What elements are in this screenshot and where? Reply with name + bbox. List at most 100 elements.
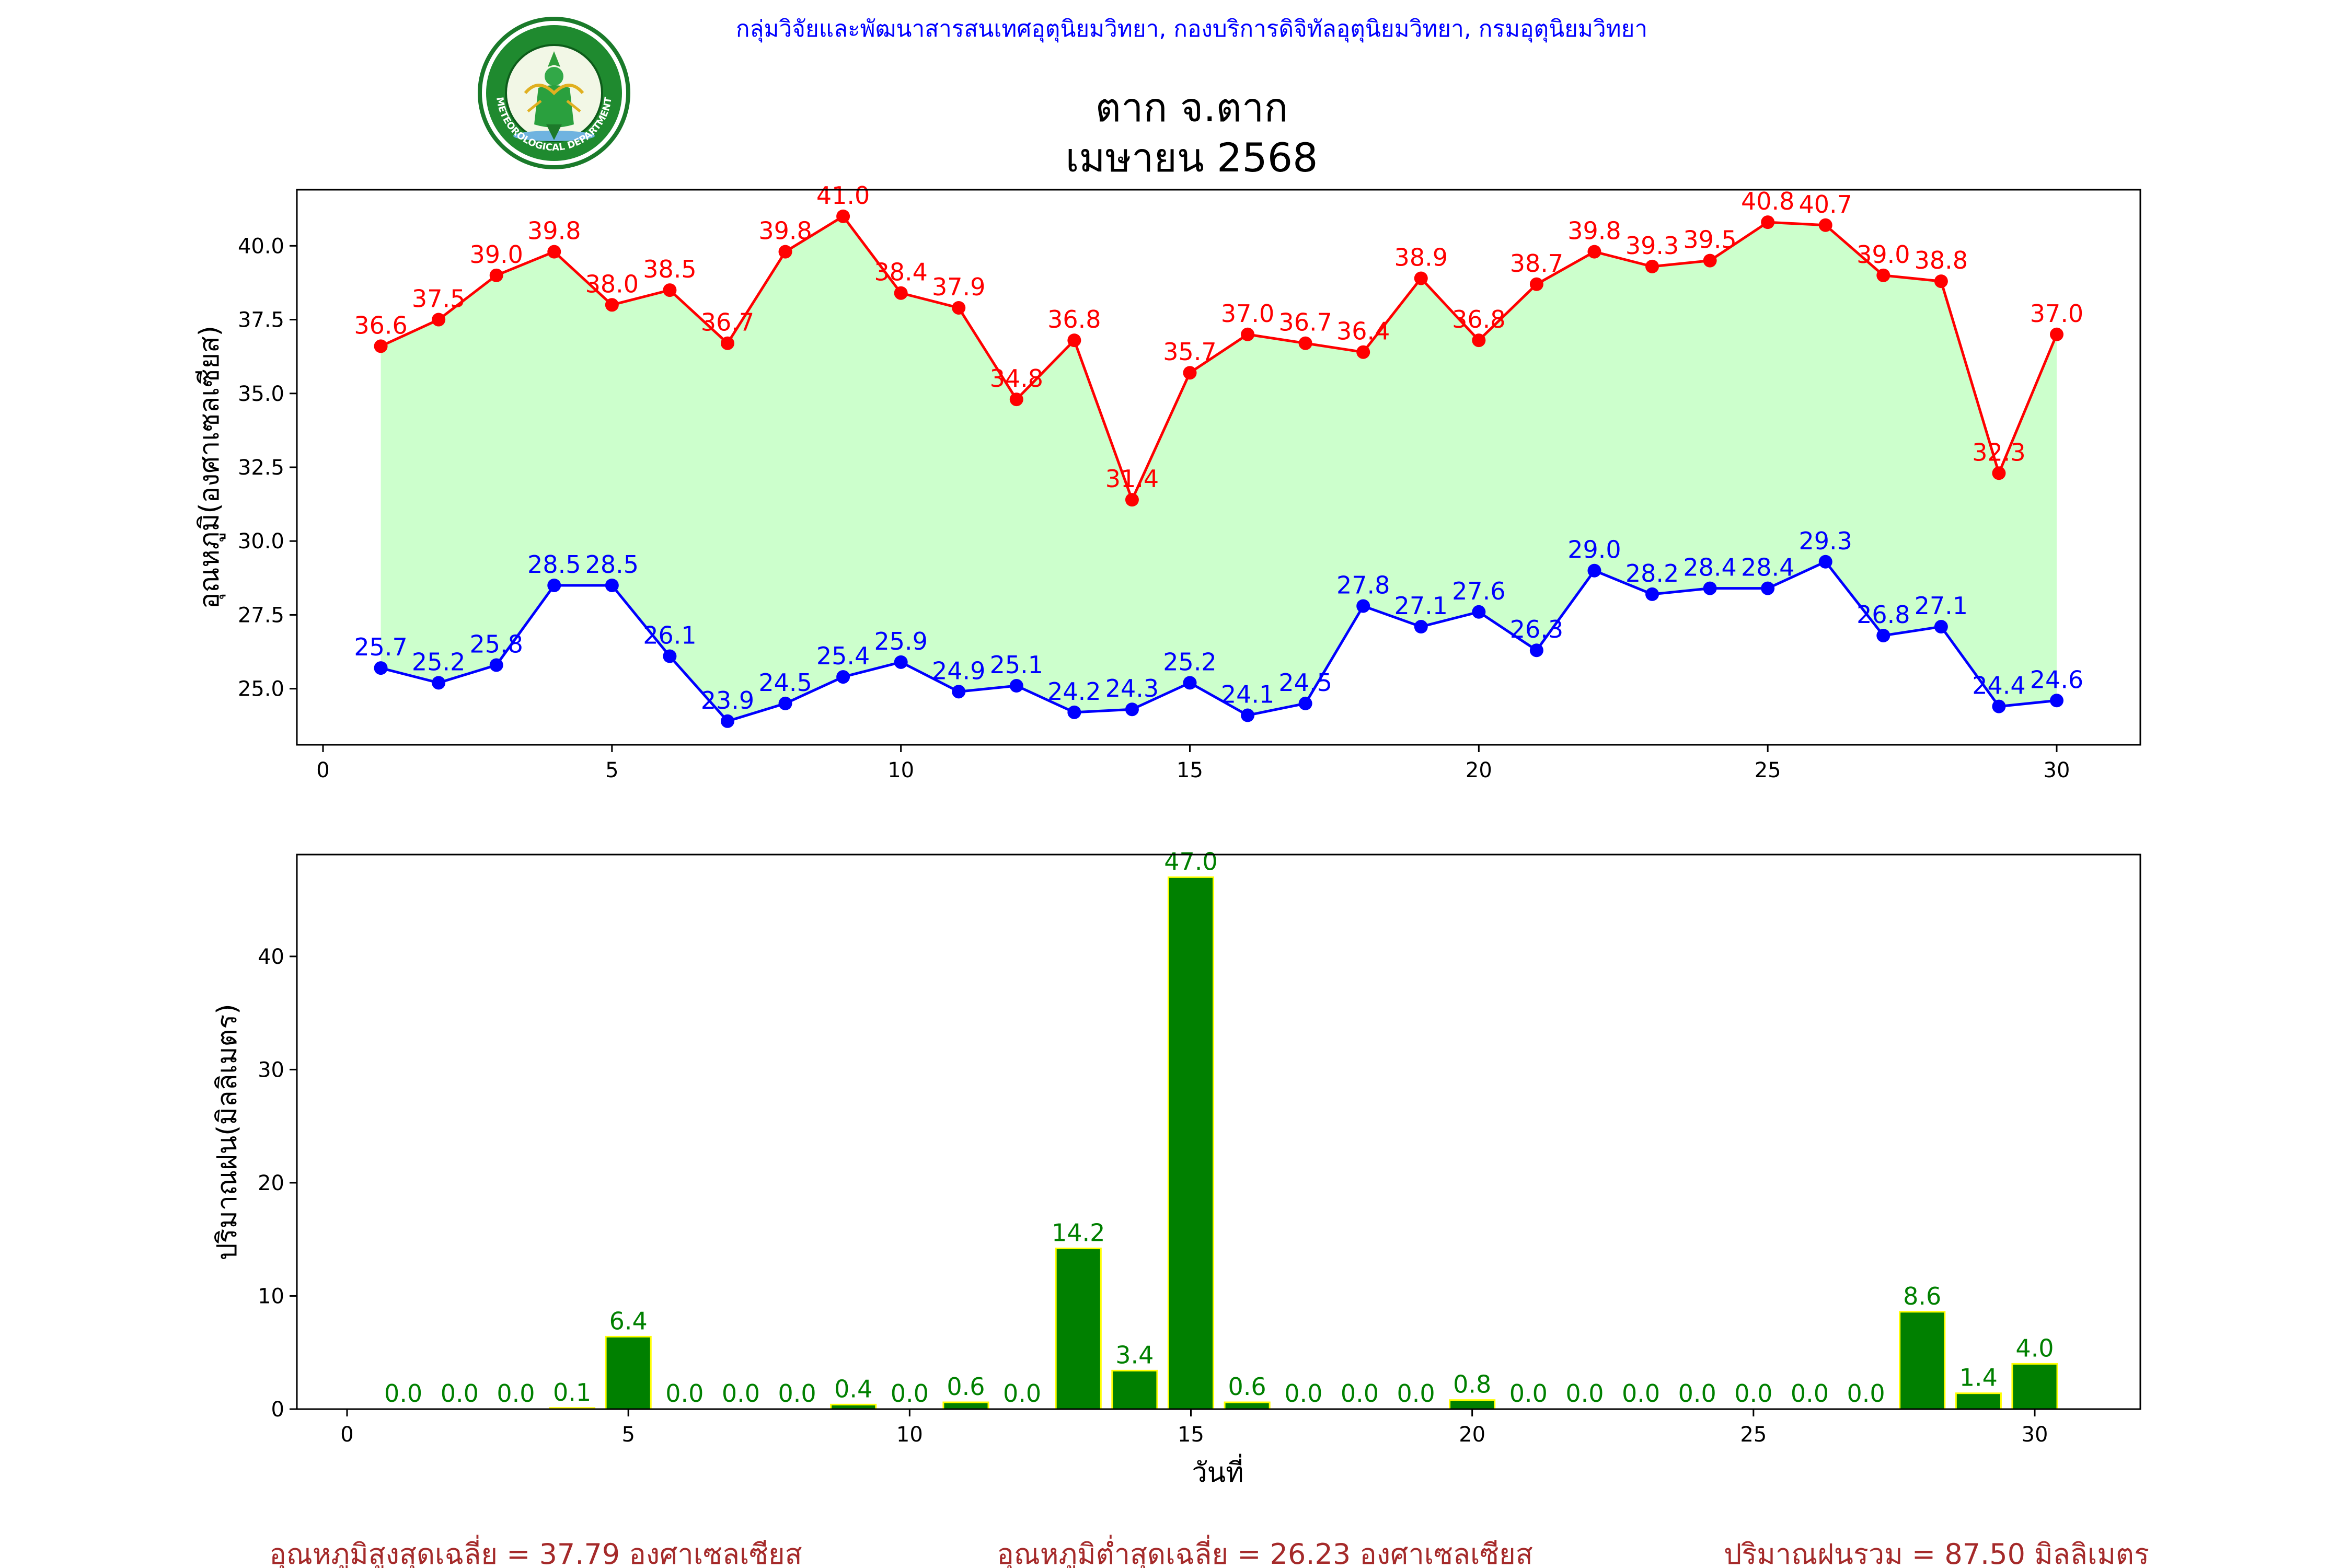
max-temperature-point [663,283,676,297]
rainfall-label: 0.0 [1565,1379,1604,1408]
rainfall-x-tick-label: 15 [1178,1423,1204,1447]
rainfall-y-tick-label: 10 [258,1284,284,1308]
min-temperature-label: 24.3 [1105,674,1159,702]
rainfall-label: 14.2 [1052,1219,1105,1247]
max-temperature-point [1183,366,1197,379]
temperature-x-tick-label: 25 [1755,758,1781,782]
rainfall-label: 4.0 [2015,1334,2054,1362]
max-temperature-point [1010,393,1023,406]
temperature-y-tick-label: 37.5 [238,308,284,332]
rainfall-x-tick-label: 20 [1459,1423,1485,1447]
max-temperature-label: 36.7 [701,308,754,337]
max-temperature-point [1241,328,1254,341]
temperature-y-tick-label: 35.0 [238,382,284,406]
rainfall-x-tick-label: 10 [896,1423,923,1447]
rainfall-label: 0.0 [665,1379,704,1408]
max-temperature-label: 37.0 [1221,299,1274,328]
max-temperature-label: 38.9 [1394,243,1448,271]
min-temperature-label: 28.5 [527,550,581,579]
rainfall-plot-frame [297,855,2140,1409]
max-temperature-label: 36.8 [1452,305,1505,333]
max-temperature-label: 36.7 [1278,308,1332,337]
min-temperature-label: 29.3 [1799,527,1852,555]
max-temperature-label: 39.0 [469,240,523,269]
chart-title-month: เมษายน 2568 [1066,134,1318,181]
rainfall-x-tick-label: 25 [1740,1423,1767,1447]
min-temperature-point [1299,697,1312,710]
min-temperature-label: 26.8 [1857,601,1910,629]
min-temperature-point [1241,709,1254,722]
rainfall-label: 0.0 [1734,1379,1772,1408]
min-temperature-label: 25.9 [874,627,927,655]
max-temperature-point [490,269,503,282]
max-temperature-point [605,298,619,312]
min-temperature-label: 25.4 [816,642,870,670]
min-temperature-label: 25.2 [412,648,465,676]
max-temperature-point [1587,245,1601,259]
min-temperature-point [1876,629,1890,642]
max-temperature-point [547,245,561,259]
min-temperature-label: 24.6 [2030,665,2083,694]
rainfall-bar [1225,1402,1270,1409]
min-temperature-point [1472,605,1485,619]
rainfall-label: 8.6 [1903,1282,1941,1310]
rainfall-x-tick-label: 5 [621,1423,635,1447]
max-temperature-label: 40.8 [1741,187,1794,215]
rainfall-bar [1112,1370,1157,1409]
min-temperature-point [2050,694,2063,707]
min-temperature-point [1587,564,1601,578]
temperature-y-tick-label: 32.5 [238,456,284,480]
agency-line: กลุ่มวิจัยและพัฒนาสารสนเทศอุตุนิยมวิทยา,… [736,16,1647,43]
rainfall-x-tick-label: 30 [2022,1423,2048,1447]
temperature-x-tick-label: 10 [887,758,914,782]
rainfall-label: 0.6 [947,1373,985,1401]
rainfall-bar [1450,1400,1495,1409]
temperature-panel: 36.637.539.039.838.038.536.739.841.038.4… [194,181,2140,782]
max-temperature-point [952,301,965,315]
rainfall-bar [1956,1393,2001,1409]
rainfall-y-tick-label: 20 [258,1171,284,1195]
rainfall-x-axis: 0 5 10 15 20 25 30 [340,1409,2048,1447]
temperature-y-tick-label: 27.5 [238,603,284,627]
min-temperature-point [663,650,676,663]
temperature-x-tick-label: 30 [2044,758,2070,782]
min-temperature-point [1645,587,1659,601]
max-temperature-label: 35.7 [1163,338,1216,366]
max-temperature-point [1414,271,1428,285]
temperature-y-axis: 25.027.530.032.535.037.540.0 [238,234,297,701]
rainfall-label: 0.0 [1284,1379,1322,1408]
max-temperature-point [779,245,792,259]
max-temperature-label: 40.7 [1799,190,1852,218]
rainfall-label: 0.6 [1228,1373,1266,1401]
max-temperature-point [836,210,850,223]
max-temperature-label: 41.0 [816,181,870,210]
min-temperature-label: 24.1 [1221,681,1274,709]
min-temperature-label: 25.2 [1163,648,1216,676]
max-temperature-point [1761,215,1774,229]
max-temperature-label: 37.0 [2030,299,2083,328]
temperature-y-tick-label: 30.0 [238,529,284,554]
meteorological-department-seal-icon: กรมอุตุนิยมวิทยา METEOROLOGICAL DEPARTME… [476,15,632,171]
min-temperature-point [1414,620,1428,633]
min-temperature-point [1819,555,1832,569]
rainfall-bar [1056,1249,1101,1409]
max-temperature-label: 39.8 [1567,217,1621,245]
max-temperature-label: 36.6 [354,311,407,339]
rainfall-y-tick-label: 30 [258,1058,284,1082]
rainfall-bar [606,1336,651,1409]
max-temperature-point [374,339,388,353]
max-temperature-label: 36.8 [1047,305,1101,333]
rainfall-y-axis: 010203040 [258,945,297,1422]
min-temperature-point [1067,706,1081,719]
max-temperature-label: 39.5 [1683,226,1736,254]
max-temperature-point [1876,269,1890,282]
rainfall-label: 0.0 [1003,1379,1041,1408]
rainfall-label: 0.0 [1397,1379,1435,1408]
rainfall-label: 0.0 [891,1379,929,1408]
rainfall-label: 0.0 [1622,1379,1660,1408]
rainfall-y-axis-label: ปริมาณฝน(มิลลิเมตร) [212,1004,243,1260]
max-temperature-point [1299,337,1312,350]
temperature-y-axis-label: อุณหภูมิ(องศาเซลเซียส) [194,326,226,609]
rainfall-label: 0.8 [1453,1370,1491,1399]
min-temperature-label: 27.1 [1394,592,1448,620]
